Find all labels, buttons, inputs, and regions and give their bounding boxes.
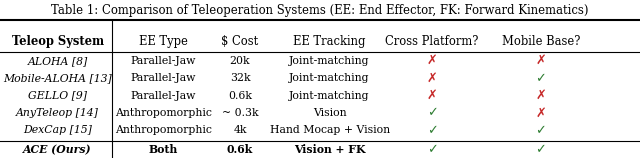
Text: Table 1: Comparison of Teleoperation Systems (EE: End Effector, FK: Forward Kine: Table 1: Comparison of Teleoperation Sys… <box>51 4 589 17</box>
Text: Joint-matching: Joint-matching <box>289 56 370 66</box>
Text: ✗: ✗ <box>427 72 437 85</box>
Text: 32k: 32k <box>230 73 250 83</box>
Text: Parallel-Jaw: Parallel-Jaw <box>131 73 196 83</box>
Text: Teleop System: Teleop System <box>12 35 104 48</box>
Text: ✓: ✓ <box>427 143 437 156</box>
Text: Mobile-ALOHA [13]: Mobile-ALOHA [13] <box>3 73 112 83</box>
Text: Both: Both <box>148 144 178 155</box>
Text: DexCap [15]: DexCap [15] <box>23 125 92 135</box>
Text: Anthropomorphic: Anthropomorphic <box>115 108 212 118</box>
Text: ✓: ✓ <box>427 124 437 137</box>
Text: ~ 0.3k: ~ 0.3k <box>221 108 259 118</box>
Text: ALOHA [8]: ALOHA [8] <box>28 56 88 66</box>
Text: GELLO [9]: GELLO [9] <box>28 91 87 101</box>
Text: Joint-matching: Joint-matching <box>289 73 370 83</box>
Text: ✗: ✗ <box>536 54 546 67</box>
Text: ✗: ✗ <box>536 106 546 119</box>
Text: Vision: Vision <box>313 108 346 118</box>
Text: ✗: ✗ <box>536 89 546 102</box>
Text: 20k: 20k <box>230 56 250 66</box>
Text: Anthropomorphic: Anthropomorphic <box>115 125 212 135</box>
Text: Vision + FK: Vision + FK <box>294 144 365 155</box>
Text: ✗: ✗ <box>427 54 437 67</box>
Text: Hand Mocap + Vision: Hand Mocap + Vision <box>269 125 390 135</box>
Text: EE Type: EE Type <box>139 35 188 48</box>
Text: Cross Platform?: Cross Platform? <box>385 35 479 48</box>
Text: AnyTeleop [14]: AnyTeleop [14] <box>16 108 99 118</box>
Text: ✓: ✓ <box>427 106 437 119</box>
Text: EE Tracking: EE Tracking <box>293 35 366 48</box>
Text: $ Cost: $ Cost <box>221 35 259 48</box>
Text: ✓: ✓ <box>536 124 546 137</box>
Text: 0.6k: 0.6k <box>227 144 253 155</box>
Text: ✗: ✗ <box>427 89 437 102</box>
Text: 0.6k: 0.6k <box>228 91 252 101</box>
Text: Mobile Base?: Mobile Base? <box>502 35 580 48</box>
Text: ACE (Ours): ACE (Ours) <box>23 144 92 155</box>
Text: Parallel-Jaw: Parallel-Jaw <box>131 91 196 101</box>
Text: Joint-matching: Joint-matching <box>289 91 370 101</box>
Text: Parallel-Jaw: Parallel-Jaw <box>131 56 196 66</box>
Text: ✓: ✓ <box>536 72 546 85</box>
Text: ✓: ✓ <box>536 143 546 156</box>
Text: 4k: 4k <box>233 125 247 135</box>
